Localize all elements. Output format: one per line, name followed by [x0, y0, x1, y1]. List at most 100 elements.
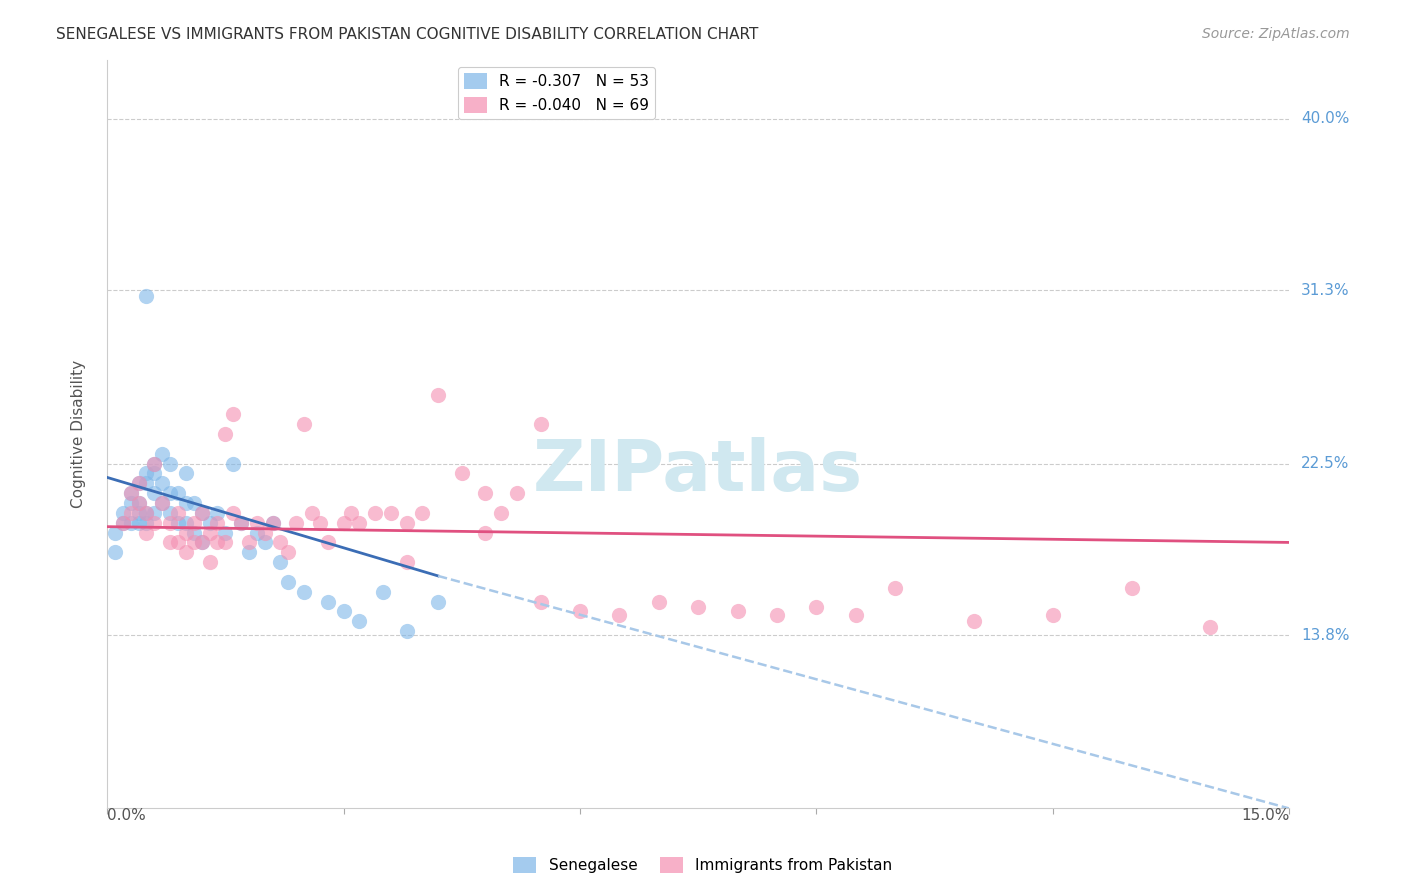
Point: [128, 476, 150, 491]
Point: [190, 506, 212, 520]
Point: [135, 516, 157, 530]
Point: [190, 535, 212, 549]
Point: [489, 506, 512, 520]
Point: [150, 496, 173, 510]
Point: [292, 417, 315, 432]
Point: [143, 486, 166, 500]
Point: [183, 496, 205, 510]
Point: [269, 555, 291, 569]
Legend: Senegalese, Immigrants from Pakistan: Senegalese, Immigrants from Pakistan: [508, 851, 898, 880]
Point: [174, 496, 197, 510]
Point: [364, 506, 387, 520]
Point: [474, 525, 496, 540]
Point: [238, 535, 260, 549]
Point: [183, 535, 205, 549]
Point: [167, 535, 190, 549]
Point: [427, 387, 450, 401]
Point: [262, 516, 284, 530]
Point: [159, 486, 181, 500]
Point: [167, 506, 190, 520]
Point: [292, 584, 315, 599]
Point: [111, 516, 134, 530]
Text: 15.0%: 15.0%: [1241, 808, 1289, 823]
Point: [150, 496, 173, 510]
Text: 13.8%: 13.8%: [1301, 628, 1350, 642]
Point: [150, 476, 173, 491]
Point: [253, 535, 276, 549]
Point: [427, 594, 450, 608]
Point: [207, 535, 229, 549]
Point: [340, 506, 363, 520]
Point: [246, 516, 269, 530]
Text: 31.3%: 31.3%: [1301, 283, 1350, 298]
Point: [246, 525, 269, 540]
Point: [190, 535, 212, 549]
Point: [395, 624, 418, 639]
Point: [120, 496, 142, 510]
Point: [128, 506, 150, 520]
Point: [332, 516, 354, 530]
Point: [222, 506, 245, 520]
Point: [120, 486, 142, 500]
Point: [688, 600, 710, 615]
Point: [222, 407, 245, 421]
Text: Source: ZipAtlas.com: Source: ZipAtlas.com: [1202, 27, 1350, 41]
Point: [214, 525, 236, 540]
Point: [111, 506, 134, 520]
Point: [806, 600, 828, 615]
Point: [277, 574, 299, 589]
Point: [229, 516, 252, 530]
Point: [174, 467, 197, 481]
Point: [167, 516, 190, 530]
Point: [120, 486, 142, 500]
Point: [222, 457, 245, 471]
Point: [269, 535, 291, 549]
Point: [150, 447, 173, 461]
Point: [143, 506, 166, 520]
Point: [174, 545, 197, 559]
Point: [128, 496, 150, 510]
Point: [111, 516, 134, 530]
Point: [183, 525, 205, 540]
Point: [135, 506, 157, 520]
Point: [135, 506, 157, 520]
Point: [262, 516, 284, 530]
Point: [159, 535, 181, 549]
Point: [506, 486, 529, 500]
Text: 40.0%: 40.0%: [1301, 112, 1350, 127]
Point: [143, 467, 166, 481]
Point: [143, 516, 166, 530]
Point: [395, 555, 418, 569]
Point: [380, 506, 402, 520]
Point: [229, 516, 252, 530]
Point: [198, 555, 221, 569]
Point: [120, 506, 142, 520]
Y-axis label: Cognitive Disability: Cognitive Disability: [72, 360, 86, 508]
Point: [884, 581, 907, 595]
Point: [190, 506, 212, 520]
Point: [120, 516, 142, 530]
Point: [963, 614, 986, 628]
Point: [174, 516, 197, 530]
Point: [648, 594, 671, 608]
Point: [727, 604, 749, 618]
Point: [128, 476, 150, 491]
Point: [1042, 608, 1064, 623]
Text: ZIPatlas: ZIPatlas: [533, 437, 863, 506]
Point: [135, 525, 157, 540]
Point: [159, 516, 181, 530]
Point: [214, 427, 236, 442]
Point: [128, 496, 150, 510]
Point: [301, 506, 323, 520]
Point: [529, 417, 551, 432]
Point: [214, 535, 236, 549]
Point: [395, 516, 418, 530]
Point: [135, 289, 157, 303]
Point: [128, 516, 150, 530]
Point: [529, 594, 551, 608]
Point: [277, 545, 299, 559]
Point: [316, 594, 339, 608]
Point: [332, 604, 354, 618]
Point: [143, 457, 166, 471]
Point: [609, 608, 631, 623]
